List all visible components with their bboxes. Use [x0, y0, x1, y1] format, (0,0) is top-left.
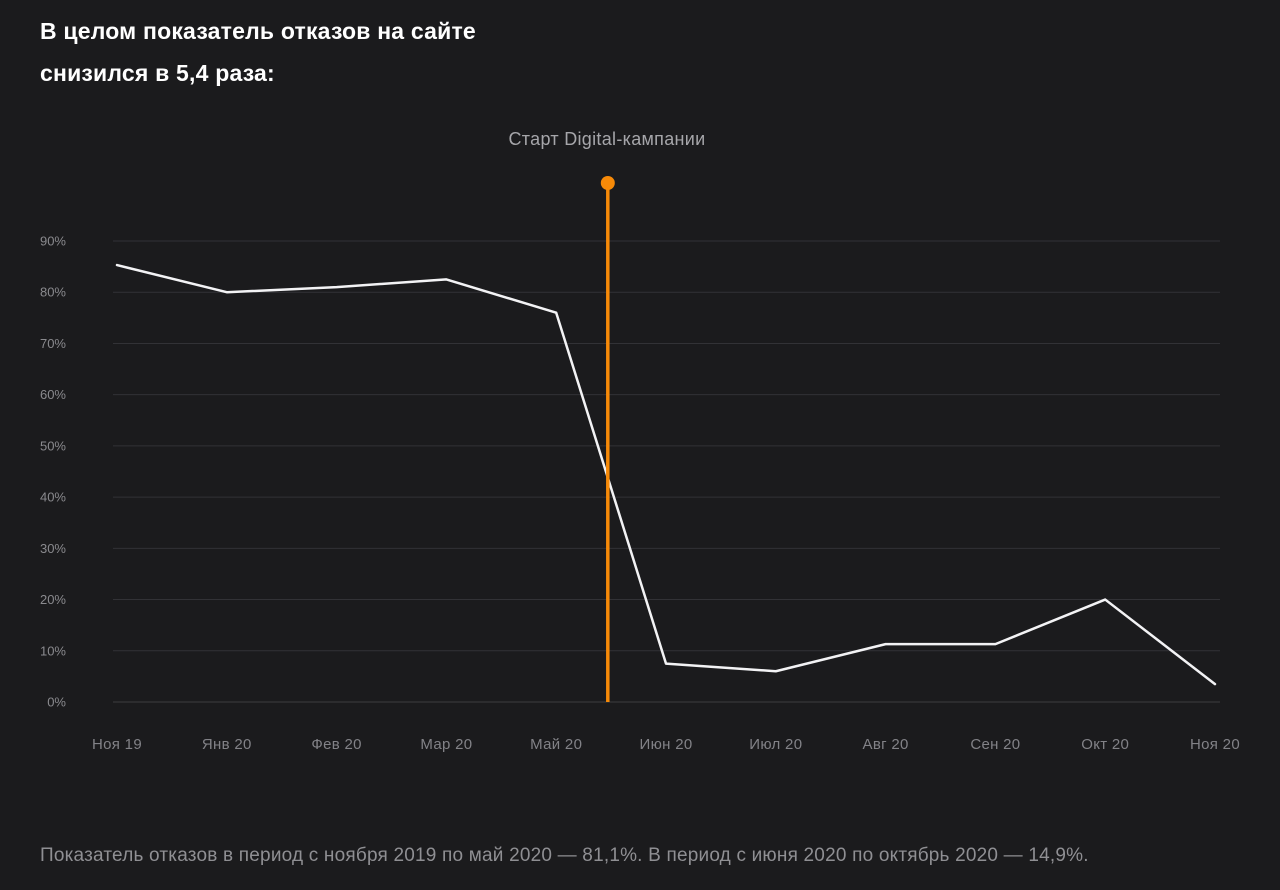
x-tick-label: Фев 20 — [311, 736, 361, 753]
campaign-start-dot-icon — [600, 176, 615, 190]
y-tick-label: 40% — [40, 490, 66, 505]
x-tick-label: Июл 20 — [749, 736, 802, 753]
page-title-line-2: снизился в 5,4 раза: — [40, 60, 275, 86]
y-tick-label: 0% — [47, 695, 66, 710]
x-tick-label: Мар 20 — [420, 736, 472, 753]
y-tick-label: 80% — [40, 285, 66, 300]
x-tick-label: Окт 20 — [1081, 736, 1129, 753]
bounce-rate-line — [115, 263, 1217, 686]
y-tick-label: 50% — [40, 438, 66, 453]
campaign-start-label: Старт Digital-кампании — [508, 129, 706, 149]
page-title: В целом показатель отказов на сайте сниз… — [40, 10, 476, 94]
summary-caption: Показатель отказов в период с ноября 201… — [40, 845, 1089, 866]
page-title-line-1: В целом показатель отказов на сайте — [40, 18, 476, 44]
y-tick-label: 20% — [40, 592, 66, 607]
y-tick-label: 10% — [40, 643, 66, 658]
y-tick-label: 70% — [40, 336, 66, 351]
y-tick-label: 30% — [40, 541, 66, 556]
x-tick-label: Авг 20 — [863, 736, 909, 753]
x-tick-label: Ноя 20 — [1190, 736, 1240, 753]
y-tick-label: 60% — [40, 387, 66, 402]
x-tick-label: Сен 20 — [970, 736, 1020, 753]
x-tick-label: Июн 20 — [640, 736, 693, 753]
x-tick-label: Янв 20 — [202, 736, 252, 753]
x-tick-label: Май 20 — [530, 736, 582, 753]
x-tick-label: Ноя 19 — [92, 736, 142, 753]
y-tick-label: 90% — [40, 234, 66, 249]
